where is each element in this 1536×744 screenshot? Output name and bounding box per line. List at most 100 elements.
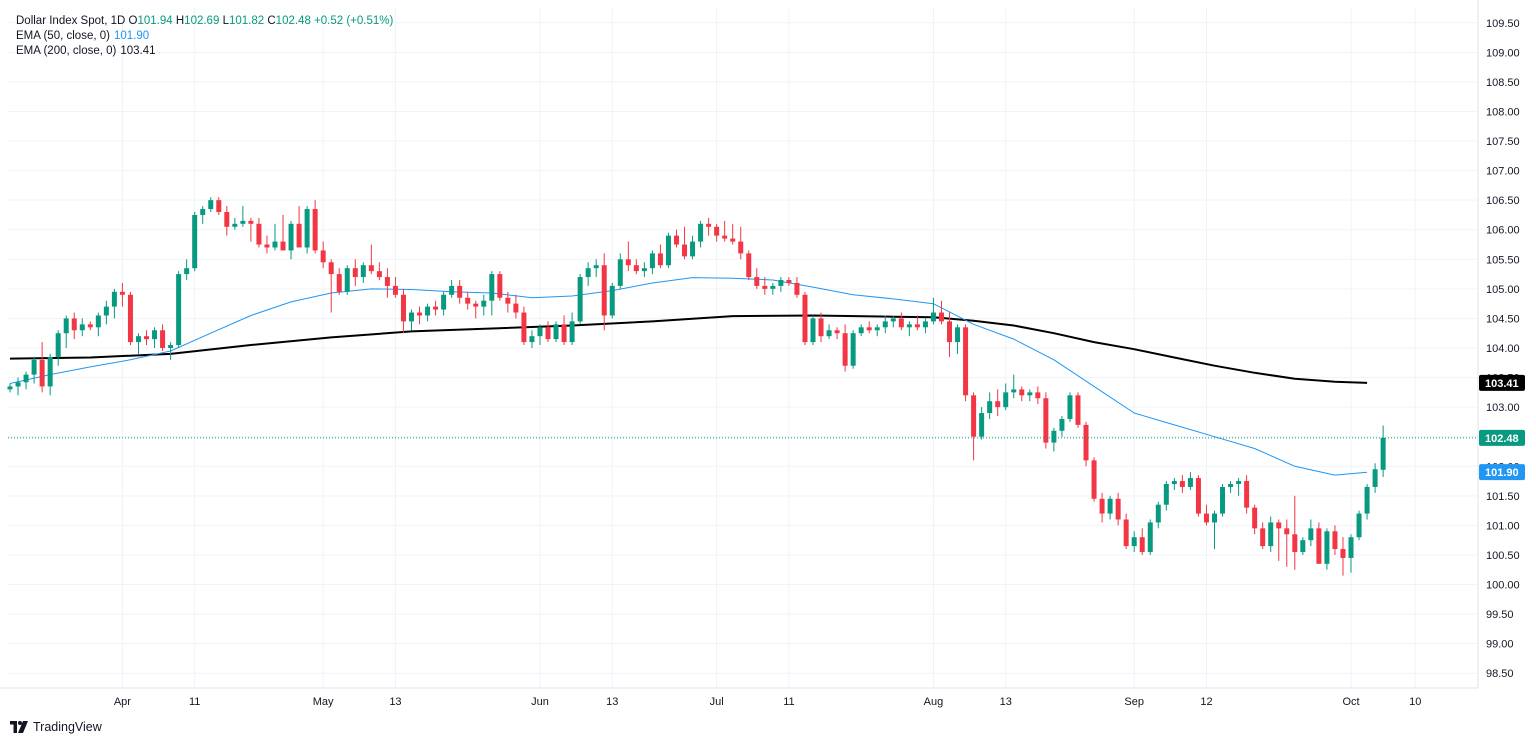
candle-body [497, 274, 503, 298]
ema50-price-badge-bg [1479, 464, 1525, 481]
candle-body [649, 253, 655, 269]
candle [722, 220, 728, 242]
x-tick-label: Aug [924, 696, 944, 708]
candle-body [144, 336, 150, 340]
y-tick-label: 106.50 [1486, 195, 1520, 207]
candle [240, 206, 246, 227]
x-tick-label: 13 [1000, 696, 1012, 708]
axes-layer: 98.50 99.00 99.50 100.00 100.50 101.00 101.50 1… [0, 0, 1525, 708]
candle-body [184, 268, 190, 275]
candle [320, 241, 326, 269]
ema200-price-badge[interactable]: 103.41 [1479, 374, 1525, 391]
candle-body [1356, 513, 1362, 538]
candle-body [280, 241, 286, 251]
candle [673, 229, 679, 248]
candle-body [1268, 522, 1274, 547]
x-tick-label: 11 [783, 696, 794, 708]
candle-body [593, 265, 599, 269]
candle [384, 268, 390, 298]
candle [1348, 534, 1354, 573]
candle [184, 259, 190, 280]
candle-body [224, 212, 230, 227]
candle-body [425, 306, 431, 316]
tradingview-brand-text: TradingView [33, 720, 102, 734]
candle-body [465, 297, 471, 304]
candle-body [1155, 504, 1161, 523]
candle-body [1051, 430, 1057, 443]
candle [521, 306, 527, 346]
candle [1003, 383, 1009, 411]
candle [1187, 472, 1193, 490]
candle-body [890, 318, 896, 322]
candle-body [641, 268, 647, 272]
candle [930, 297, 936, 325]
candle [987, 392, 993, 419]
candle-body [103, 306, 109, 316]
candle [425, 303, 431, 322]
legend-low: 101.82 [228, 15, 265, 27]
candle [232, 217, 238, 230]
candle [1179, 475, 1185, 493]
x-tick-label: Jul [710, 696, 724, 708]
candle-body [1276, 522, 1282, 529]
legend-change: +0.52 (+0.51%) [314, 15, 394, 27]
candle-body [39, 359, 45, 387]
candle [1380, 425, 1386, 477]
candle [31, 356, 37, 384]
x-tick-label: 12 [1200, 696, 1212, 708]
candle-body [1364, 486, 1370, 514]
candle [71, 312, 77, 340]
candle-body [810, 318, 816, 343]
ema200-line [9, 314, 1368, 384]
candle [601, 253, 607, 331]
candle-body [417, 312, 423, 316]
legend-ema200-label: EMA (200, close, 0) [16, 45, 117, 57]
y-tick-label: 108.00 [1486, 106, 1520, 118]
candle-body [264, 244, 270, 248]
candle [1155, 501, 1161, 529]
candle [152, 327, 158, 348]
candle-body [1115, 498, 1121, 520]
candle [842, 324, 848, 372]
candle-body [553, 324, 559, 340]
candle [971, 392, 977, 461]
legend-open: 101.94 [137, 15, 173, 27]
candle-body [95, 315, 101, 328]
candle [1091, 457, 1097, 502]
legend-ema200-row[interactable]: EMA (200, close, 0) 103.41 [16, 44, 393, 59]
candle [1059, 416, 1065, 437]
candle-body [1131, 537, 1137, 547]
candle [730, 223, 736, 245]
candle-body [786, 280, 792, 283]
y-tick-label: 101.50 [1486, 491, 1520, 503]
candle [947, 312, 953, 357]
candle-body [328, 262, 334, 275]
candle [1236, 478, 1242, 496]
candle-body [850, 333, 856, 366]
x-tick-label: 11 [189, 696, 200, 708]
y-tick-label: 109.00 [1486, 47, 1520, 59]
legend-symbol[interactable]: Dollar Index Spot [16, 15, 105, 27]
candle-body [31, 359, 37, 375]
last-price-badge[interactable]: 102.48 [1479, 429, 1525, 446]
candle [1308, 519, 1314, 547]
candle-body [882, 321, 888, 328]
candle [577, 274, 583, 325]
candle [898, 312, 904, 331]
candle [1147, 519, 1153, 555]
candle [963, 324, 969, 402]
ema50-price-badge[interactable]: 101.90 [1479, 464, 1525, 481]
legend-ema50-row[interactable]: EMA (50, close, 0) 101.90 [16, 29, 393, 44]
candle [1195, 475, 1201, 517]
candle [890, 315, 896, 328]
candle [1043, 392, 1049, 449]
candle [1212, 510, 1217, 550]
candle-body [1244, 481, 1250, 508]
tradingview-brand[interactable]: TradingView [10, 720, 102, 734]
candle [79, 318, 85, 337]
candle-body [489, 274, 495, 301]
candle-body [834, 330, 840, 334]
candle [1228, 481, 1234, 493]
candle-body [818, 318, 824, 337]
